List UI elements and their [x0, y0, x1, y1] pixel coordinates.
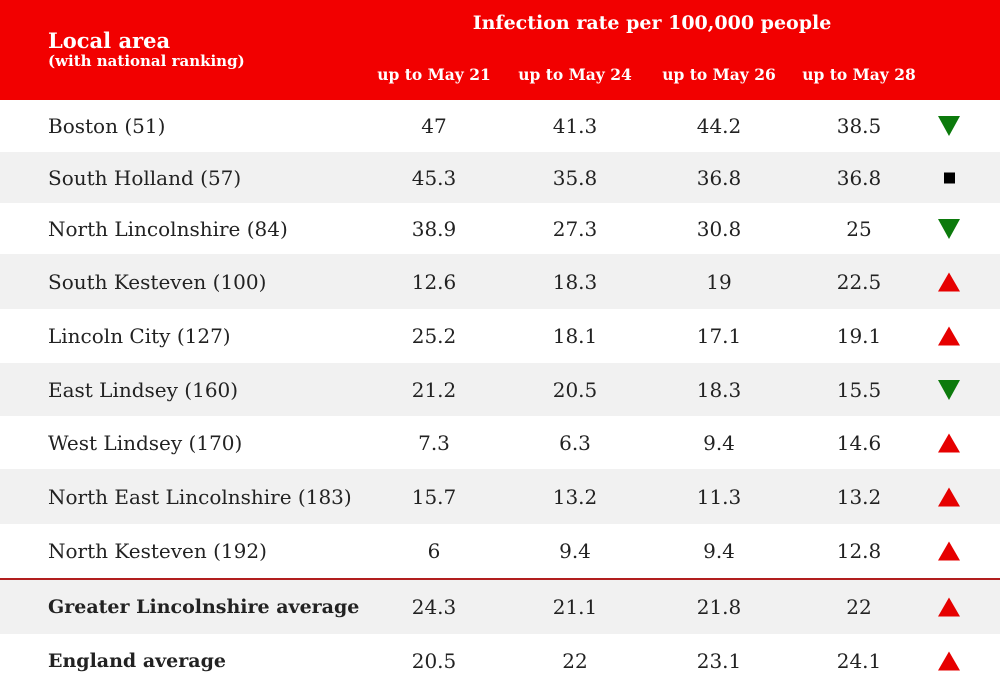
row-area-label: East Lindsey (160): [48, 377, 239, 402]
trend-down-icon: [938, 218, 960, 239]
header-col-may28: up to May 28: [802, 65, 916, 84]
table-row: North East Lincolnshire (183) 15.7 13.2 11.…: [0, 469, 1000, 524]
row-value-cell: 9.4: [559, 539, 591, 563]
row-value-cell: 15.5: [836, 377, 882, 402]
trend-down-icon: [938, 116, 960, 136]
trend-up-icon: [938, 651, 960, 671]
header-metric-title: Infection rate per 100,000 people: [472, 12, 832, 34]
trend-up-icon: [938, 487, 960, 506]
row-area-label: Boston (51): [48, 114, 166, 138]
row-value-cell: 11.3: [696, 484, 742, 509]
row-value-cell: 22.5: [836, 269, 882, 294]
table-row: England average 20.5 22 23.1 24.1: [0, 634, 1000, 688]
table-row: South Holland (57) 45.3 35.8 36.8 36.8: [0, 152, 1000, 203]
header-col-may26: up to May 26: [662, 65, 776, 84]
row-area-label: England average: [48, 650, 226, 672]
row-value-cell: 27.3: [552, 216, 598, 241]
header-local-area: Local area: [48, 28, 171, 53]
table-row: East Lindsey (160) 21.2 20.5 18.3 15.5: [0, 363, 1000, 416]
row-area-label: West Lindsey (170): [48, 430, 243, 455]
row-value-cell: 45.3: [411, 165, 457, 190]
row-value-cell: 38.9: [411, 216, 457, 241]
row-area-label: North Lincolnshire (84): [48, 216, 288, 241]
row-value-cell: 7.3: [418, 430, 450, 455]
row-value-cell: 9.4: [703, 539, 735, 563]
row-value-cell: 18.3: [696, 377, 742, 402]
row-value-cell: 20.5: [552, 377, 598, 402]
row-value-cell: 19.1: [836, 324, 882, 348]
row-area-label: Lincoln City (127): [48, 324, 231, 348]
row-value-cell: 12.8: [836, 539, 882, 563]
row-value-cell: 38.5: [836, 114, 882, 138]
row-value-cell: 21.2: [411, 377, 457, 402]
row-value-cell: 21.1: [552, 595, 598, 619]
row-value-cell: 36.8: [696, 165, 742, 190]
header-col-may24: up to May 24: [518, 65, 632, 84]
table-header: Local area (with national ranking) Infec…: [0, 0, 1000, 100]
row-value-cell: 35.8: [552, 165, 598, 190]
row-value-cell: 24.1: [836, 649, 882, 673]
table-row: North Lincolnshire (84) 38.9 27.3 30.8 25: [0, 203, 1000, 254]
row-value-cell: 44.2: [696, 114, 742, 138]
row-value-cell: 36.8: [836, 165, 882, 190]
row-value-cell: 25: [846, 216, 872, 241]
trend-up-icon: [938, 272, 960, 291]
row-value-cell: 14.6: [836, 430, 882, 455]
row-value-cell: 47: [421, 114, 447, 138]
row-area-label: Greater Lincolnshire average: [48, 596, 360, 618]
row-value-cell: 12.6: [411, 269, 457, 294]
header-col-may21: up to May 21: [377, 65, 491, 84]
row-value-cell: 22: [562, 649, 588, 673]
row-value-cell: 6.3: [559, 430, 591, 455]
row-value-cell: 20.5: [411, 649, 457, 673]
row-value-cell: 9.4: [703, 430, 735, 455]
row-value-cell: 30.8: [696, 216, 742, 241]
table-row: Greater Lincolnshire average 24.3 21.1 21.8…: [0, 580, 1000, 634]
row-value-cell: 41.3: [552, 114, 598, 138]
row-value-cell: 13.2: [836, 484, 882, 509]
row-value-cell: 15.7: [411, 484, 457, 509]
table-row: North Kesteven (192) 6 9.4 9.4 12.8: [0, 524, 1000, 578]
row-value-cell: 6: [427, 539, 441, 563]
trend-down-icon: [938, 379, 960, 400]
trend-unchanged-icon: [944, 172, 955, 183]
row-value-cell: 22: [846, 595, 872, 619]
row-value-cell: 23.1: [696, 649, 742, 673]
row-area-label: North East Lincolnshire (183): [48, 484, 352, 509]
table-row: South Kesteven (100) 12.6 18.3 19 22.5: [0, 254, 1000, 309]
row-value-cell: 21.8: [696, 595, 742, 619]
row-value-cell: 13.2: [552, 484, 598, 509]
row-value-cell: 17.1: [696, 324, 742, 348]
trend-up-icon: [938, 433, 960, 452]
table-row: Boston (51) 47 41.3 44.2 38.5: [0, 100, 1000, 152]
row-value-cell: 24.3: [411, 595, 457, 619]
row-value-cell: 25.2: [411, 324, 457, 348]
trend-up-icon: [938, 326, 960, 346]
row-area-label: North Kesteven (192): [48, 539, 267, 563]
header-ranking-note: (with national ranking): [48, 52, 245, 70]
row-area-label: South Kesteven (100): [48, 269, 267, 294]
row-value-cell: 18.1: [552, 324, 598, 348]
row-area-label: South Holland (57): [48, 165, 242, 190]
table-row: West Lindsey (170) 7.3 6.3 9.4 14.6: [0, 416, 1000, 469]
average-divider: [0, 578, 1000, 580]
table-row: Lincoln City (127) 25.2 18.1 17.1 19.1: [0, 309, 1000, 363]
trend-up-icon: [938, 541, 960, 561]
row-value-cell: 18.3: [552, 269, 598, 294]
row-value-cell: 19: [706, 269, 732, 294]
trend-up-icon: [938, 597, 960, 617]
